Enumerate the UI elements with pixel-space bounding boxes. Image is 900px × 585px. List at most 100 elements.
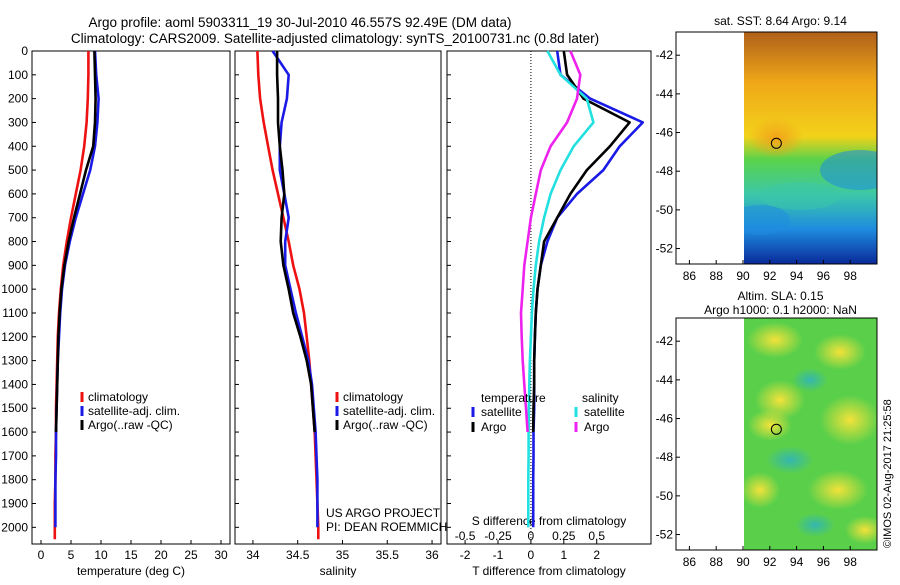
pi-name-label: PI: DEAN ROEMMICH: [326, 520, 447, 534]
salinity-series-satellite: [271, 50, 319, 528]
sla-map-ytick-label: -42: [656, 334, 674, 348]
temperature-ytick-label: 1800: [1, 473, 28, 487]
salinity-xtick-label: 36: [425, 548, 439, 562]
difference-xlabel: T difference from climatology: [472, 564, 626, 578]
salinity-series-argo: [275, 51, 316, 433]
temperature-ytick-label: 900: [8, 258, 28, 272]
sla-map-xtick-label: 94: [790, 555, 804, 569]
temperature-xtick-label: 15: [124, 548, 138, 562]
difference-s-tick-label: 0.5: [588, 529, 605, 543]
temperature-ytick-label: 1500: [1, 401, 28, 415]
sst-map-frame: [675, 31, 878, 265]
sst-map-ytick-label: -50: [656, 203, 674, 217]
salinity-legend-label: Argo(..raw -QC): [343, 418, 428, 432]
sst-map-ytick-label: -44: [656, 87, 674, 101]
difference-xtick-label: 1: [560, 548, 567, 562]
us-argo-project-label: US ARGO PROJECT: [326, 506, 441, 520]
temperature-ytick-label: 800: [8, 235, 28, 249]
difference-legend-header-temperature: temperature: [481, 391, 546, 405]
temperature-xlabel: temperature (deg C): [77, 564, 185, 578]
sla-map-frame: [675, 317, 878, 551]
difference-xtick-label: 2: [593, 548, 600, 562]
temperature-ytick-label: 600: [8, 187, 28, 201]
difference-legend-header-salinity: salinity: [582, 391, 619, 405]
sla-map-ytick-label: -50: [656, 489, 674, 503]
salinity-xtick-label: 35: [336, 548, 350, 562]
temperature-ytick-label: 1100: [2, 306, 28, 320]
difference-series-argo_t: [531, 50, 631, 433]
difference-legend-label: Argo: [481, 420, 507, 434]
imos-watermark: ©IMOS 02-Aug-2017 21:25:58: [882, 399, 894, 548]
temperature-ytick-label: 1200: [1, 330, 28, 344]
difference-s-tick-label: 0: [528, 529, 535, 543]
sst-map-xtick-label: 98: [844, 269, 858, 283]
temperature-ytick-label: 2000: [1, 520, 28, 534]
temperature-ytick-label: 1400: [1, 377, 28, 391]
sla-map-ytick-label: -48: [656, 450, 674, 464]
temperature-xtick-label: 0: [38, 548, 45, 562]
sla-map-xtick-label: 90: [736, 555, 750, 569]
temperature-ytick-label: 1600: [1, 425, 28, 439]
temperature-xtick-label: 30: [214, 548, 228, 562]
temperature-ytick-label: 700: [8, 211, 28, 225]
sst-map-xtick-label: 88: [710, 269, 724, 283]
sst-map-xtick-label: 90: [736, 269, 750, 283]
difference-s-tick-label: 0.25: [552, 529, 576, 543]
sla-map-subtitle: Argo h1000: 0.1 h2000: NaN: [704, 303, 857, 317]
salinity-series-climatology: [256, 50, 320, 540]
difference-axes-frame: [446, 50, 652, 545]
difference-xtick-label: -1: [493, 548, 504, 562]
temperature-legend-label: satellite-adj. clim.: [88, 404, 180, 418]
salinity-xtick-label: 35.5: [376, 548, 400, 562]
figure-title-line1: Argo profile: aoml 5903311_19 30-Jul-201…: [88, 15, 511, 30]
difference-xtick-label: 0: [528, 548, 535, 562]
sst-map-xtick-label: 86: [683, 269, 697, 283]
temperature-ytick-label: 1300: [1, 354, 28, 368]
sst-map-ytick-label: -52: [656, 242, 674, 256]
temperature-legend-label: climatology: [88, 390, 148, 404]
difference-s-tick-label: -0.25: [484, 529, 512, 543]
sla-map-ytick-label: -52: [656, 528, 674, 542]
temperature-ytick-label: 1700: [1, 449, 28, 463]
temperature-ytick-label: 300: [8, 115, 28, 129]
salinity-legend-label: climatology: [343, 390, 403, 404]
temperature-legend-label: Argo(..raw -QC): [88, 418, 173, 432]
sla-map-float-marker: [770, 423, 782, 435]
temperature-ytick-label: 1900: [1, 497, 28, 511]
sst-map-xtick-label: 96: [817, 269, 831, 283]
sla-map-title: Altim. SLA: 0.15: [737, 289, 823, 303]
sst-map-title: sat. SST: 8.64 Argo: 9.14: [714, 14, 847, 28]
salinity-xlabel: salinity: [320, 564, 357, 578]
difference-series-sat_s: [526, 50, 595, 528]
difference-xtick-label: -2: [460, 548, 471, 562]
sst-map-xtick-label: 94: [790, 269, 804, 283]
temperature-ytick-label: 500: [8, 163, 28, 177]
salinity-legend-label: satellite-adj. clim.: [343, 404, 435, 418]
temperature-ytick-label: 200: [8, 92, 28, 106]
temperature-xtick-label: 20: [154, 548, 168, 562]
salinity-xtick-label: 34.5: [286, 548, 310, 562]
sst-map-panel: sat. SST: 8.64 Argo: 9.14 86 88 90 92 94 96 98 -…: [656, 14, 878, 283]
difference-s-tick-label: -0.5: [455, 529, 476, 543]
temperature-panel: 0 5 10 15 20 25 30 temperature (deg C) 0 100 200 30…: [1, 44, 231, 578]
salinity-axes-frame: [234, 50, 442, 545]
temperature-ytick-label: 100: [8, 68, 28, 82]
temperature-xtick-label: 5: [68, 548, 75, 562]
sst-map-ytick-label: -48: [656, 164, 674, 178]
difference-legend-label: satellite: [584, 405, 625, 419]
sla-map-xtick-label: 88: [710, 555, 724, 569]
difference-legend-label: satellite: [481, 405, 522, 419]
difference-series-argo_s: [519, 50, 582, 433]
sla-map-xtick-label: 98: [844, 555, 858, 569]
difference-legend-label: Argo: [584, 420, 610, 434]
sla-map-ytick-label: -46: [656, 412, 674, 426]
sst-map-ytick-label: -46: [656, 126, 674, 140]
temperature-ytick-label: 0: [21, 44, 28, 58]
sst-map-xtick-label: 92: [763, 269, 777, 283]
difference-top-label: S difference from climatology: [472, 514, 627, 528]
sst-map-float-marker: [770, 137, 782, 149]
sla-map-xtick-label: 96: [817, 555, 831, 569]
sla-map-image: [744, 318, 877, 550]
